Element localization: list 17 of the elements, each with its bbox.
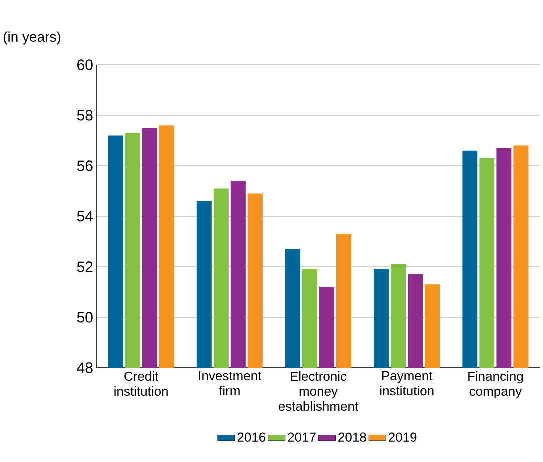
y-tick-label: 60 bbox=[78, 60, 93, 70]
y-tick-label: 50 bbox=[77, 312, 93, 323]
y-tick-label: 52 bbox=[77, 262, 93, 272]
y-axis-title: (in years) bbox=[4, 32, 61, 45]
legend-label: 2016 bbox=[238, 432, 266, 442]
x-tick-label: Investment firm bbox=[199, 372, 262, 396]
y-tick-label: 54 bbox=[77, 211, 94, 222]
x-tick-label: Credit institution bbox=[114, 372, 168, 396]
y-tick-label: 48 bbox=[77, 362, 93, 374]
legend-label: 2019 bbox=[389, 432, 417, 442]
y-tick-label: 58 bbox=[77, 110, 93, 121]
x-tick-label: Electronic money establishment bbox=[278, 372, 358, 412]
x-tick-label: Financing company bbox=[468, 372, 524, 399]
x-tick-label: Payment institution bbox=[380, 372, 434, 396]
legend-label: 2018 bbox=[338, 432, 366, 442]
legend-label: 2017 bbox=[288, 432, 316, 442]
y-tick-label: 56 bbox=[77, 160, 93, 172]
